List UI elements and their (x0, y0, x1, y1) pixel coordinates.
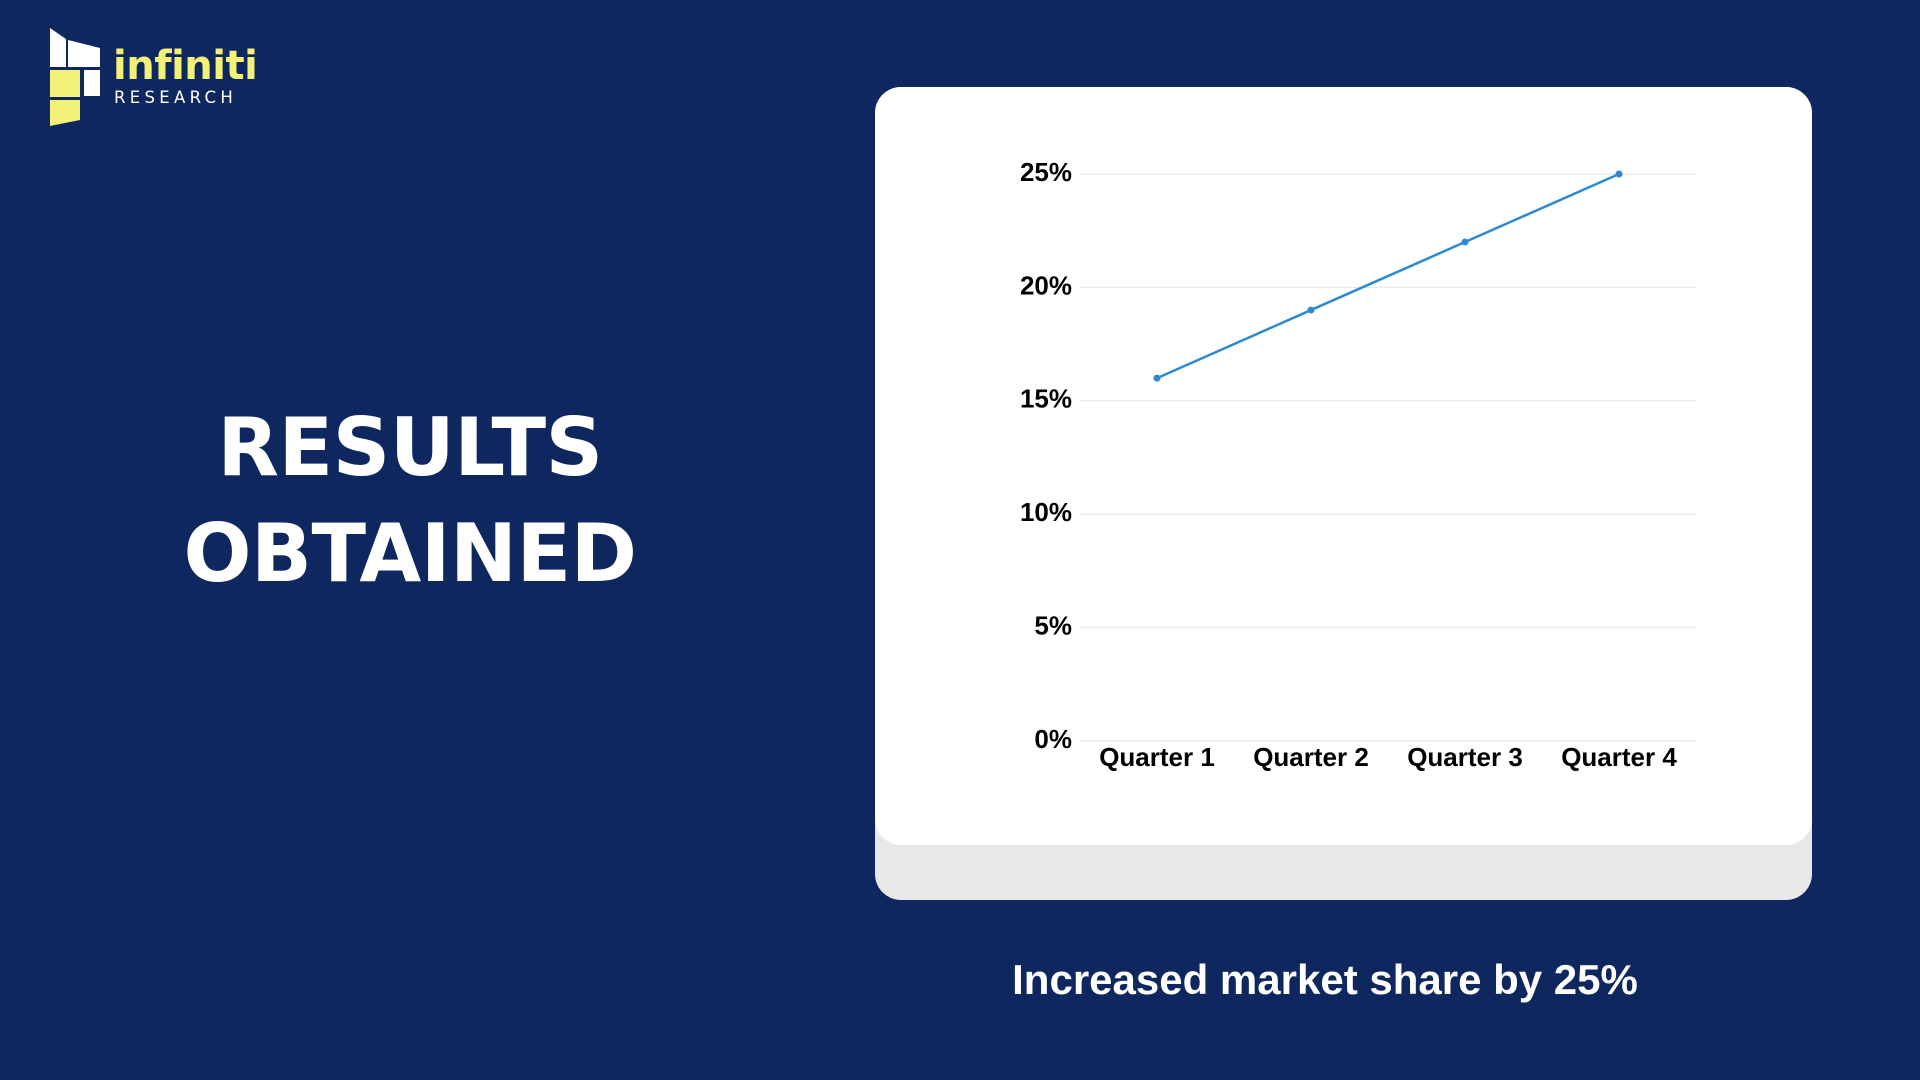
y-tick-label: 15% (1020, 384, 1072, 414)
page-title: RESULTS OBTAINED (110, 395, 710, 607)
page-title-line-2: OBTAINED (183, 507, 637, 600)
y-tick-label: 20% (1020, 270, 1072, 300)
logo-subtitle-text: RESEARCH (114, 88, 238, 107)
x-tick-label: Quarter 4 (1561, 742, 1677, 772)
building-window-icon (50, 28, 100, 126)
data-point (1615, 170, 1623, 178)
data-point (1153, 374, 1161, 382)
x-tick-label: Quarter 3 (1407, 742, 1523, 772)
x-tick-label: Quarter 2 (1253, 742, 1369, 772)
data-point (1461, 238, 1469, 246)
line-chart: 0% 5% 10% 15% 20% 25% Quarter 1 Quarter 2 Quarte… (1020, 157, 1696, 772)
logo: infiniti RESEARCH (48, 28, 258, 128)
y-tick-label: 25% (1020, 157, 1072, 187)
page-title-line-1: RESULTS (217, 401, 603, 494)
logo-brand-text: infiniti (113, 43, 258, 89)
x-tick-label: Quarter 1 (1099, 742, 1215, 772)
result-caption: Increased market share by 25% (1012, 956, 1638, 1003)
series-line (1156, 172, 1620, 380)
y-tick-label: 0% (1034, 724, 1072, 754)
data-point (1307, 306, 1315, 314)
y-tick-label: 5% (1034, 610, 1072, 640)
y-tick-label: 10% (1020, 497, 1072, 527)
chart-card: 0% 5% 10% 15% 20% 25% Quarter 1 Quarter 2 Quarte… (875, 87, 1812, 845)
